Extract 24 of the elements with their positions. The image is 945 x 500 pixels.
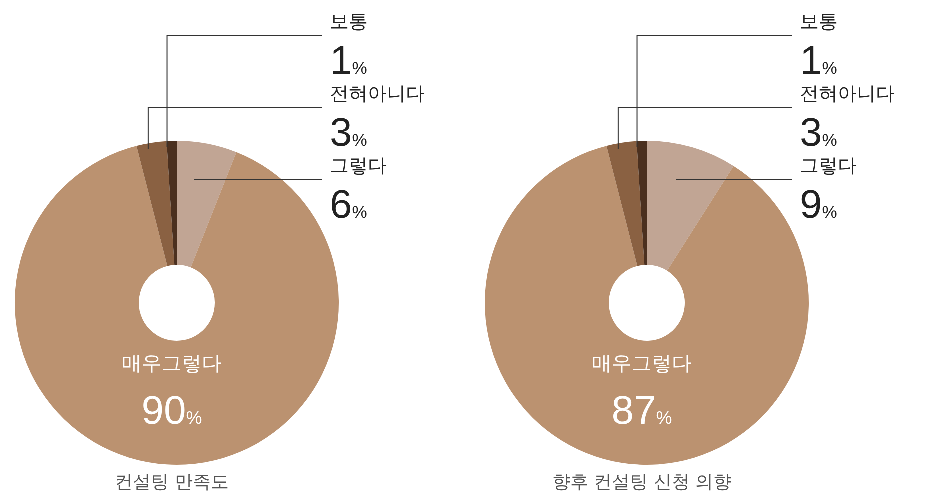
slice-label: 보통 <box>330 11 368 33</box>
donut-slice <box>177 141 237 268</box>
data-label: 87% <box>612 389 672 433</box>
data-label: 1% <box>330 39 368 83</box>
donut-slice <box>647 141 734 271</box>
slice-label: 그렇다 <box>330 155 387 177</box>
slice-label: 매우그렇다 <box>122 351 222 375</box>
data-label: 9% <box>800 183 838 227</box>
slice-label: 전혀아니다 <box>800 83 895 105</box>
data-label: 6% <box>330 183 368 227</box>
slice-label: 매우그렇다 <box>592 351 692 375</box>
data-label: 3% <box>330 111 368 155</box>
data-label: 90% <box>142 389 202 433</box>
slice-label: 그렇다 <box>800 155 857 177</box>
text: 향후 컨설팅 신청 의향 <box>551 471 733 494</box>
data-label: 1% <box>800 39 838 83</box>
slice-label: 전혀아니다 <box>330 83 425 105</box>
text: 컨설팅 만족도 <box>114 471 230 494</box>
donut-slice <box>136 141 175 266</box>
data-label: 3% <box>800 111 838 155</box>
donut-slice <box>606 141 645 266</box>
donut-slice <box>636 141 647 266</box>
slice-label: 보통 <box>800 11 838 33</box>
donut-slice <box>166 141 177 266</box>
